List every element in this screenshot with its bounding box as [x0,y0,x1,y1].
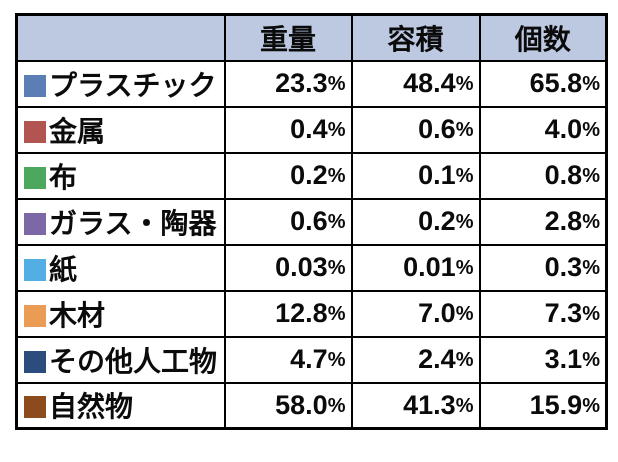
table-row: ガラス・陶器 0.6% 0.2% 2.8% [15,197,608,246]
header-row: 重量 容積 個数 [15,13,608,62]
category-label: 自然物 [49,391,134,423]
category-label: 布 [49,161,78,193]
table-body: プラスチック 23.3% 48.4% 65.8% 金属 0.4% 0.6% 4.… [15,59,608,430]
legend-swatch-icon [24,74,46,97]
category-cell: 紙 [15,243,226,292]
composition-table: 重量 容積 個数 プラスチック 23.3% 48.4% 65.8% 金属 0.4… [15,13,608,430]
value-cell: 7.0% [350,289,481,338]
value-cell: 4.7% [223,335,353,384]
category-cell: 木材 [15,289,226,338]
value-cell: 0.2% [223,151,353,200]
value-cell: 12.8% [223,289,353,338]
value-cell: 0.2% [350,197,481,246]
table-row: 金属 0.4% 0.6% 4.0% [15,105,608,154]
value-cell: 0.4% [223,105,353,154]
legend-swatch-icon [24,350,46,373]
value-cell: 0.6% [223,197,353,246]
category-label: その他人工物 [49,345,218,377]
value-cell: 48.4% [350,59,481,108]
value-cell: 0.3% [478,243,608,292]
legend-swatch-icon [24,258,46,281]
value-cell: 2.4% [350,335,481,384]
value-cell: 3.1% [478,335,608,384]
category-cell: 布 [15,151,226,200]
value-cell: 0.6% [350,105,481,154]
value-cell: 0.8% [478,151,608,200]
category-cell: プラスチック [15,59,226,108]
category-label: 木材 [49,299,106,331]
corner-cell [15,13,226,62]
table-header: 重量 容積 個数 [15,13,608,62]
table-row: 自然物 58.0% 41.3% 15.9% [15,381,608,430]
category-cell: その他人工物 [15,335,226,384]
value-cell: 0.03% [223,243,353,292]
legend-swatch-icon [24,120,46,143]
category-cell: ガラス・陶器 [15,197,226,246]
table-row: その他人工物 4.7% 2.4% 3.1% [15,335,608,384]
table-row: プラスチック 23.3% 48.4% 65.8% [15,59,608,108]
category-label: 紙 [49,253,78,285]
legend-swatch-icon [24,166,46,189]
category-cell: 金属 [15,105,226,154]
legend-swatch-icon [24,212,46,235]
category-label: 金属 [49,115,106,147]
col-header-count: 個数 [478,13,608,62]
value-cell: 15.9% [478,381,608,430]
value-cell: 2.8% [478,197,608,246]
category-cell: 自然物 [15,381,226,430]
value-cell: 23.3% [223,59,353,108]
value-cell: 4.0% [478,105,608,154]
value-cell: 7.3% [478,289,608,338]
value-cell: 41.3% [350,381,481,430]
col-header-volume: 容積 [350,13,481,62]
value-cell: 0.01% [350,243,481,292]
table-row: 布 0.2% 0.1% 0.8% [15,151,608,200]
category-label: ガラス・陶器 [49,207,217,239]
table-row: 紙 0.03% 0.01% 0.3% [15,243,608,292]
legend-swatch-icon [24,304,46,327]
category-label: プラスチック [49,69,217,101]
value-cell: 58.0% [223,381,353,430]
value-cell: 0.1% [350,151,481,200]
legend-swatch-icon [24,396,46,419]
col-header-weight: 重量 [223,13,353,62]
table-row: 木材 12.8% 7.0% 7.3% [15,289,608,338]
value-cell: 65.8% [478,59,608,108]
